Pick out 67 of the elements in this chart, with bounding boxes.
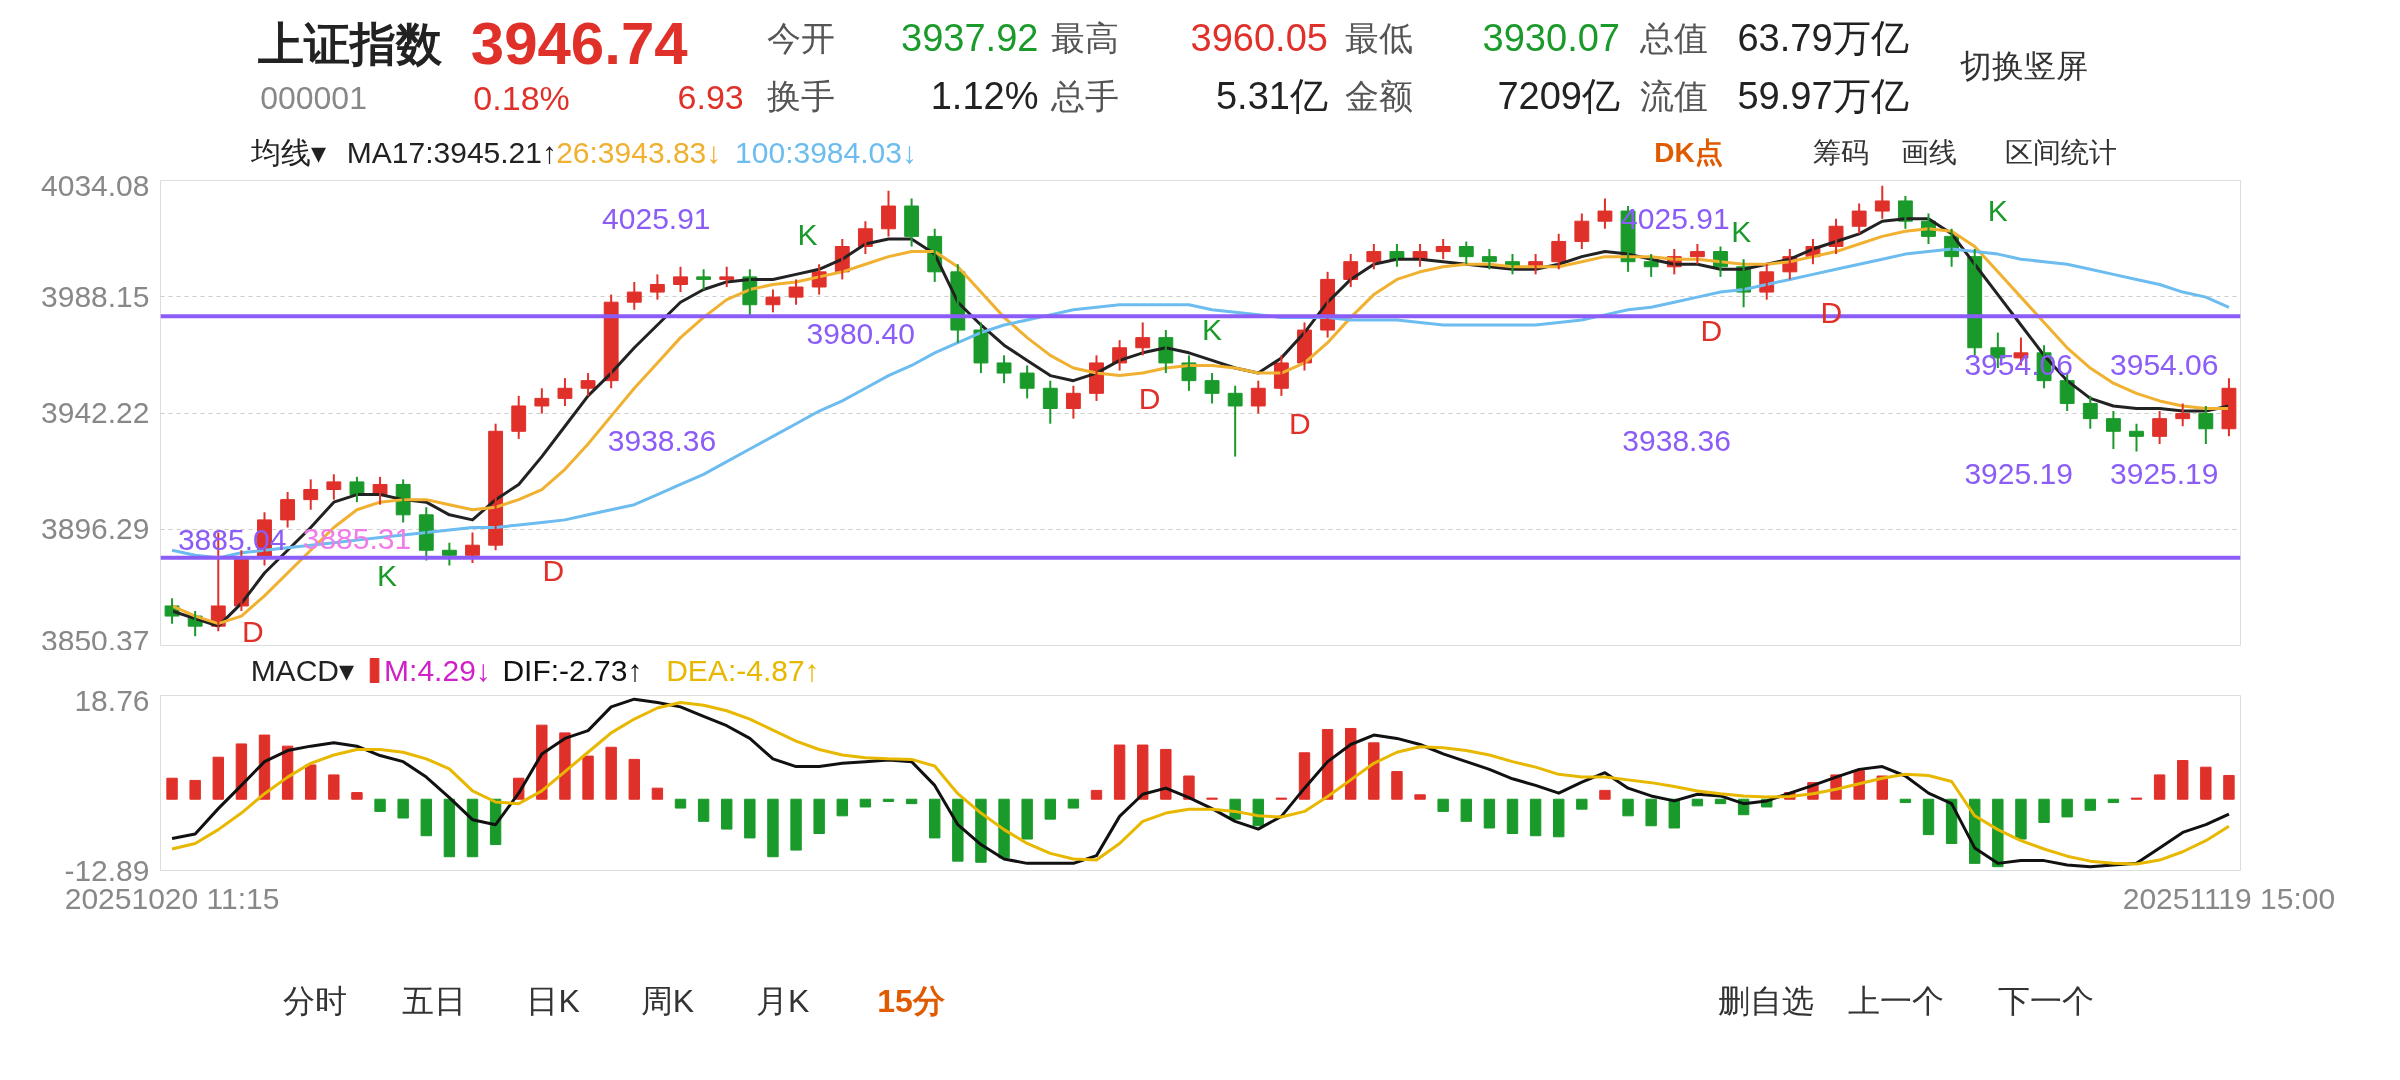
text: 日K: [526, 982, 580, 1019]
annotation: D: [542, 554, 565, 588]
text: 画线: [1900, 137, 1957, 168]
text: 最低: [1345, 18, 1414, 57]
text: 月K: [756, 982, 810, 1019]
text: 5.31亿: [1215, 74, 1328, 117]
annotation: D: [242, 614, 264, 648]
text: 总值: [1638, 18, 1708, 57]
annotation: D: [1289, 407, 1311, 441]
text: 000001: [260, 79, 367, 116]
annotation: K: [797, 218, 818, 252]
text: 周K: [640, 982, 695, 1019]
annotation: 3954.06: [2110, 348, 2219, 382]
annotation: 4025.91: [602, 202, 711, 236]
y-tick-label: 3850.37: [41, 623, 150, 657]
annotation: K: [1202, 312, 1223, 346]
series-label: DEA:-4.87↑: [666, 654, 820, 687]
y-tick-label: 3988.15: [41, 279, 150, 313]
text: 五日: [401, 982, 466, 1019]
y-tick-label: 3942.22: [41, 396, 150, 430]
text: 均线▾: [249, 136, 326, 169]
y-tick-label: 3896.29: [41, 512, 150, 546]
text: 1.12%: [930, 74, 1039, 117]
text: 金额: [1345, 76, 1414, 115]
ref-line-label: 3980.40: [806, 317, 915, 351]
text: DK点: [1654, 137, 1723, 168]
text: 100:3984.03↓: [735, 136, 917, 169]
text: 0.18%: [473, 78, 570, 117]
annotation: D: [1700, 313, 1723, 347]
annotation: 3925.19: [1964, 457, 2073, 491]
text: 上一个: [1847, 982, 1944, 1019]
text: 切换竖屏: [1959, 47, 2088, 84]
text: 6.93: [677, 78, 744, 116]
annotation: 3938.36: [1622, 423, 1731, 457]
text: 换手: [767, 76, 836, 115]
text: 分时: [282, 982, 347, 1019]
text: 15分: [877, 982, 945, 1019]
text: 区间统计: [2005, 137, 2118, 168]
text: 删自选: [1717, 982, 1814, 1019]
annotation: K: [1987, 193, 2008, 227]
text: 26:3943.83↓: [556, 136, 722, 169]
y-tick-label: 18.76: [74, 683, 150, 717]
text: 3930.07: [1482, 17, 1620, 59]
text: 总手: [1050, 76, 1120, 115]
text: 7209亿: [1497, 74, 1620, 117]
text: 最高: [1051, 18, 1120, 57]
text: 3937.92: [901, 17, 1039, 59]
text: MA17:3945.21↑: [346, 136, 557, 169]
legend-label: M:4.29↓: [384, 654, 491, 687]
text: 3960.05: [1190, 17, 1328, 59]
text: 59.97万亿: [1737, 74, 1909, 117]
series-label: DIF:-2.73↑: [502, 654, 643, 687]
text: 筹码: [1812, 137, 1869, 168]
text: 上证指数: [257, 17, 443, 70]
text: 今开: [767, 18, 836, 57]
text: 3946.74: [470, 10, 689, 77]
text: MACD▾: [250, 654, 354, 687]
annotation: D: [1138, 381, 1161, 415]
x-tick-label: 20251119 15:00: [2122, 881, 2336, 915]
annotation: 3925.19: [2110, 457, 2219, 491]
annotation: K: [376, 559, 397, 593]
annotation: K: [1731, 215, 1752, 249]
text: 下一个: [1998, 982, 2095, 1019]
y-tick-label: 4034.08: [41, 168, 150, 202]
text: 流值: [1639, 76, 1708, 115]
text: 63.79万亿: [1737, 16, 1909, 59]
annotation: 3938.36: [607, 423, 717, 457]
